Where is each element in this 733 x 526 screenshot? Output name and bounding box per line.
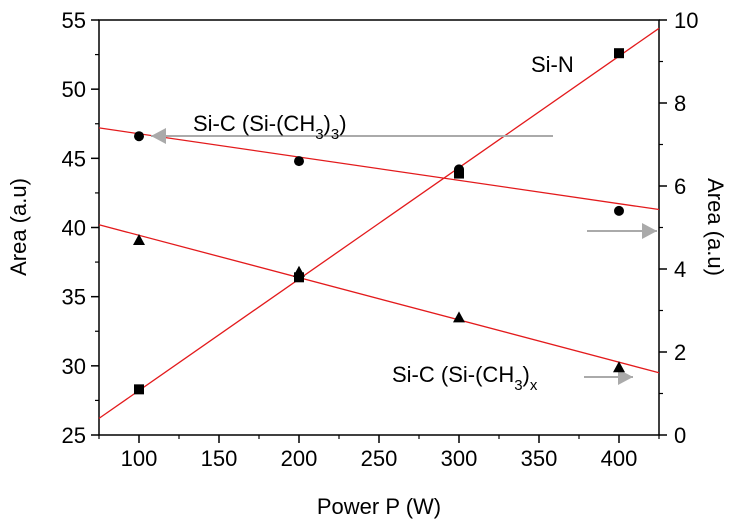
annotation-si-c-ch3-x-main: Si-C (Si-(CH <box>392 362 514 387</box>
y-right-tick-label-6: 6 <box>674 174 686 199</box>
plot-frame <box>98 19 660 436</box>
fit-line-si-c-ch3-x <box>98 224 660 374</box>
y-right-tick-label-2: 2 <box>674 340 686 365</box>
annotation-si-c-ch3-3-end: ) <box>339 111 346 136</box>
annotation-si-c-ch3-3-sub1: 3 <box>315 126 323 143</box>
y-axis-label-left: Area (a.u) <box>6 178 31 276</box>
x-axis-label: Power P (W) <box>317 494 441 519</box>
plot-area: 100 150 200 250 300 350 400 25 30 35 40 45 50 55 0 2 4 6 8… <box>62 8 699 471</box>
y-left-tick-label-35: 35 <box>62 285 86 310</box>
marker-si-c-ch3-3-100 <box>134 131 144 142</box>
marker-si-n-100 <box>134 384 144 395</box>
annotation-si-c-ch3-x-sub1: 3 <box>514 377 522 394</box>
x-tick-label-150: 150 <box>201 446 238 471</box>
y-right-tick-label-8: 8 <box>674 91 686 116</box>
y-right-tick-label-10: 10 <box>674 8 698 33</box>
data-markers <box>133 48 625 395</box>
marker-si-n-200 <box>294 272 304 283</box>
annotation-si-c-ch3-x-mid: ) <box>523 362 530 387</box>
annotation-si-n: Si-N <box>531 52 574 77</box>
marker-si-c-ch3-3-200 <box>294 156 304 167</box>
annotation-arrows <box>151 128 657 385</box>
x-tick-label-200: 200 <box>281 446 318 471</box>
fit-lines <box>98 27 660 419</box>
x-tick-label-100: 100 <box>121 446 158 471</box>
marker-si-c-ch3-x-100 <box>133 233 145 245</box>
axis-ticks: 100 150 200 250 300 350 400 25 30 35 40 45 50 55 0 2 4 6 8… <box>62 8 699 471</box>
y-left-tick-label-40: 40 <box>62 216 86 241</box>
annotation-si-c-ch3-3-sub2: 3 <box>331 126 339 143</box>
y-left-tick-label-55: 55 <box>62 8 86 33</box>
y-axis-label-right: Area (a.u) <box>703 178 728 276</box>
marker-si-c-ch3-3-400 <box>614 205 624 216</box>
annotation-si-c-ch3-x: Si-C (Si-(CH3)x <box>392 362 538 394</box>
y-left-tick-label-30: 30 <box>62 354 86 379</box>
arrow-left-axis-head <box>151 128 166 144</box>
marker-si-c-ch3-x-400 <box>613 361 625 373</box>
marker-si-n-400 <box>614 48 624 59</box>
y-left-tick-label-25: 25 <box>62 423 86 448</box>
y-right-tick-label-0: 0 <box>674 423 686 448</box>
x-tick-label-300: 300 <box>441 446 478 471</box>
x-tick-label-350: 350 <box>521 446 558 471</box>
fit-line-si-n <box>98 27 660 419</box>
annotation-si-c-ch3-3: Si-C (Si-(CH3)3) <box>193 111 347 143</box>
y-left-tick-label-50: 50 <box>62 77 86 102</box>
y-right-tick-label-4: 4 <box>674 257 686 282</box>
annotation-si-c-ch3-3-mid: ) <box>324 111 331 136</box>
fit-line-si-c-ch3-3 <box>98 127 660 211</box>
marker-si-n-300 <box>454 168 464 179</box>
arrow-right-axis-upper-head <box>642 223 657 239</box>
x-tick-label-250: 250 <box>361 446 398 471</box>
marker-si-c-ch3-x-300 <box>453 311 465 323</box>
arrow-right-axis-lower-head <box>618 369 633 385</box>
annotation-si-c-ch3-3-main: Si-C (Si-(CH <box>193 111 315 136</box>
y-left-tick-label-45: 45 <box>62 146 86 171</box>
annotation-si-c-ch3-x-sub2: x <box>530 377 538 394</box>
x-tick-label-400: 400 <box>601 446 638 471</box>
